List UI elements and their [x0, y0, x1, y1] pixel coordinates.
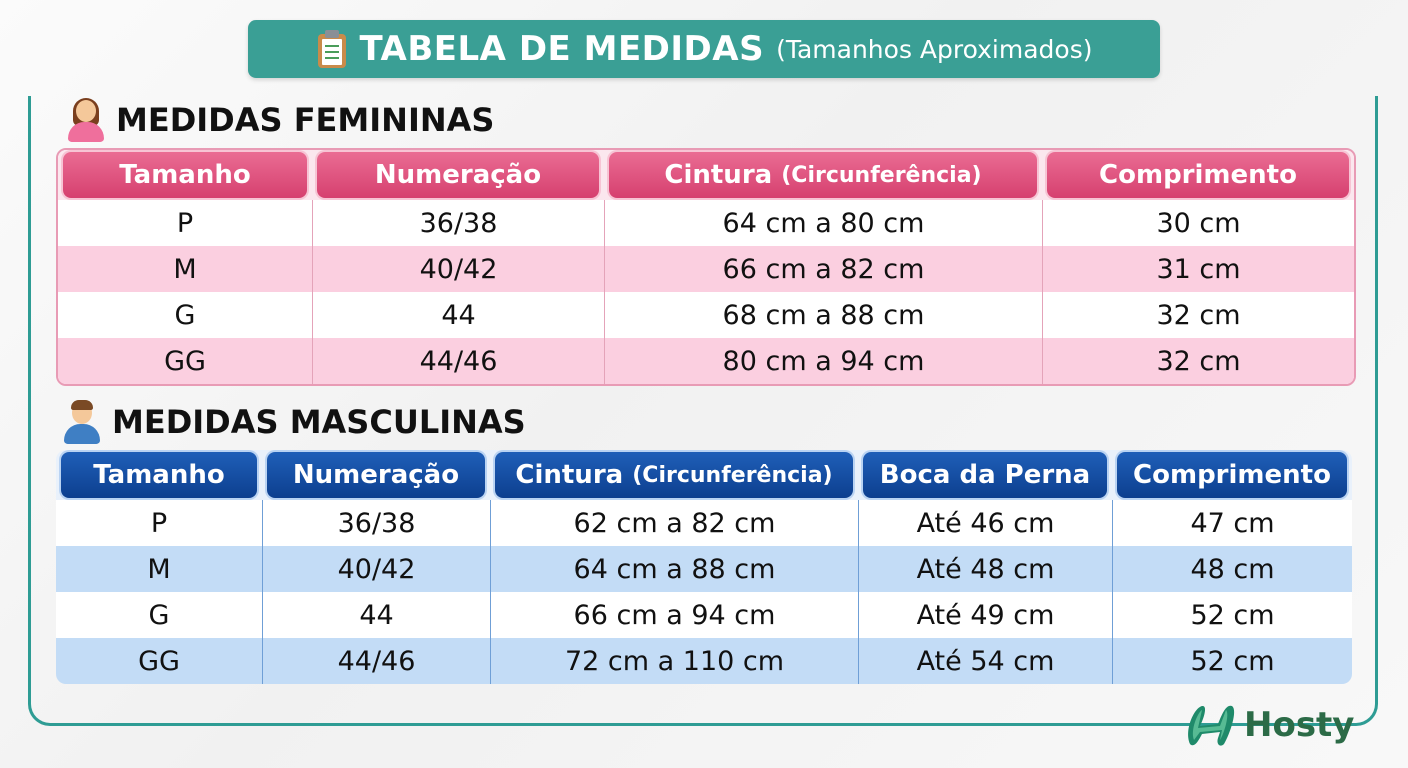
cell-length: 32 cm — [1042, 292, 1354, 338]
table-row: G 44 68 cm a 88 cm 32 cm — [58, 292, 1354, 338]
table-header-row: Tamanho Numeração Cintura (Circunferênci… — [58, 150, 1354, 200]
cell-waist: 66 cm a 94 cm — [490, 592, 858, 638]
table-row: GG 44/46 72 cm a 110 cm Até 54 cm 52 cm — [56, 638, 1352, 684]
cell-waist: 62 cm a 82 cm — [490, 500, 858, 546]
table-row: G 44 66 cm a 94 cm Até 49 cm 52 cm — [56, 592, 1352, 638]
cell-number: 44/46 — [262, 638, 490, 684]
col-header-number: Numeração — [312, 150, 604, 200]
cell-size: GG — [58, 338, 312, 384]
col-header-waist: Cintura (Circunferência) — [604, 150, 1042, 200]
cell-leg-opening: Até 54 cm — [858, 638, 1112, 684]
table-row: GG 44/46 80 cm a 94 cm 32 cm — [58, 338, 1354, 384]
cell-number: 44 — [312, 292, 604, 338]
masculine-heading-text: MEDIDAS MASCULINAS — [112, 403, 526, 441]
cell-waist: 72 cm a 110 cm — [490, 638, 858, 684]
col-header-waist: Cintura (Circunferência) — [490, 450, 858, 500]
cell-length: 48 cm — [1112, 546, 1352, 592]
cell-leg-opening: Até 48 cm — [858, 546, 1112, 592]
cell-number: 40/42 — [312, 246, 604, 292]
cell-leg-opening: Até 49 cm — [858, 592, 1112, 638]
col-header-size: Tamanho — [58, 150, 312, 200]
cell-size: P — [56, 500, 262, 546]
cell-number: 44 — [262, 592, 490, 638]
col-header-length: Comprimento — [1112, 450, 1352, 500]
cell-size: G — [58, 292, 312, 338]
col-header-number: Numeração — [262, 450, 490, 500]
page-subtitle: (Tamanhos Aproximados) — [776, 34, 1093, 64]
cell-waist: 66 cm a 82 cm — [604, 246, 1042, 292]
page-title: TABELA DE MEDIDAS — [359, 29, 765, 69]
table-row: M 40/42 66 cm a 82 cm 31 cm — [58, 246, 1354, 292]
cell-size: G — [56, 592, 262, 638]
cell-number: 44/46 — [312, 338, 604, 384]
cell-size: M — [56, 546, 262, 592]
cell-leg-opening: Até 46 cm — [858, 500, 1112, 546]
feminine-heading: MEDIDAS FEMININAS — [66, 98, 494, 142]
masculine-table: Tamanho Numeração Cintura (Circunferênci… — [56, 450, 1352, 684]
cell-waist: 80 cm a 94 cm — [604, 338, 1042, 384]
hosty-logo-text: Hosty — [1244, 705, 1355, 745]
cell-waist: 64 cm a 80 cm — [604, 200, 1042, 246]
col-header-size: Tamanho — [56, 450, 262, 500]
cell-length: 52 cm — [1112, 592, 1352, 638]
table-row: M 40/42 64 cm a 88 cm Até 48 cm 48 cm — [56, 546, 1352, 592]
clipboard-icon — [316, 29, 348, 69]
masculine-heading: MEDIDAS MASCULINAS — [62, 400, 526, 444]
cell-waist: 64 cm a 88 cm — [490, 546, 858, 592]
cell-length: 47 cm — [1112, 500, 1352, 546]
cell-length: 32 cm — [1042, 338, 1354, 384]
cell-size: GG — [56, 638, 262, 684]
title-banner: TABELA DE MEDIDAS (Tamanhos Aproximados) — [248, 20, 1160, 78]
table-row: P 36/38 64 cm a 80 cm 30 cm — [58, 200, 1354, 246]
cell-length: 30 cm — [1042, 200, 1354, 246]
col-header-leg-opening: Boca da Perna — [858, 450, 1112, 500]
man-icon — [62, 400, 102, 444]
cell-length: 52 cm — [1112, 638, 1352, 684]
cell-length: 31 cm — [1042, 246, 1354, 292]
cell-number: 36/38 — [312, 200, 604, 246]
table-header-row: Tamanho Numeração Cintura (Circunferênci… — [56, 450, 1352, 500]
cell-number: 40/42 — [262, 546, 490, 592]
feminine-table: Tamanho Numeração Cintura (Circunferênci… — [56, 148, 1356, 386]
hosty-logo-icon — [1180, 700, 1238, 750]
col-header-length: Comprimento — [1042, 150, 1354, 200]
woman-icon — [66, 98, 106, 142]
cell-size: P — [58, 200, 312, 246]
cell-waist: 68 cm a 88 cm — [604, 292, 1042, 338]
cell-number: 36/38 — [262, 500, 490, 546]
page-frame — [28, 96, 1378, 726]
table-row: P 36/38 62 cm a 82 cm Até 46 cm 47 cm — [56, 500, 1352, 546]
cell-size: M — [58, 246, 312, 292]
hosty-logo: Hosty — [1180, 700, 1354, 750]
feminine-heading-text: MEDIDAS FEMININAS — [116, 101, 495, 139]
